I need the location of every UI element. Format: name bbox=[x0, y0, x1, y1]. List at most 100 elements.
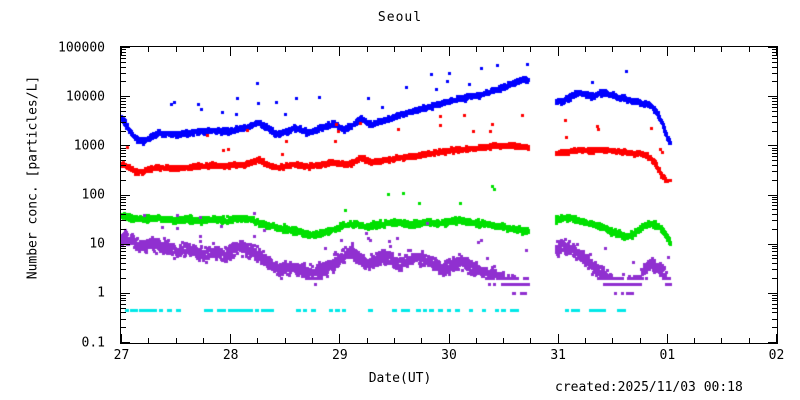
x-tick-minor-top bbox=[366, 47, 368, 52]
y-tick-minor bbox=[121, 130, 126, 132]
y-tick-minor bbox=[121, 121, 126, 123]
y-tick-major bbox=[121, 145, 130, 147]
x-tick-minor bbox=[202, 338, 204, 343]
x-tick-minor bbox=[393, 338, 395, 343]
y-tick-minor-right bbox=[772, 220, 777, 222]
x-axis-label: Date(UT) bbox=[368, 371, 432, 386]
x-tick-minor-top bbox=[748, 47, 750, 52]
y-tick-minor bbox=[121, 199, 126, 201]
y-tick-major-right bbox=[768, 96, 777, 98]
y-tick-minor-right bbox=[772, 202, 777, 204]
x-tick-major-top bbox=[448, 47, 450, 56]
x-tick-minor bbox=[475, 338, 477, 343]
y-tick-major bbox=[121, 194, 130, 196]
y-tick-minor bbox=[121, 228, 126, 230]
y-tick-minor-right bbox=[772, 258, 777, 260]
y-tick-label: 1000 bbox=[73, 138, 105, 154]
y-tick-minor-right bbox=[772, 300, 777, 302]
y-tick-minor bbox=[121, 72, 126, 74]
x-tick-major-top bbox=[121, 47, 122, 56]
y-tick-minor-right bbox=[772, 254, 777, 256]
x-tick-minor-top bbox=[257, 47, 259, 52]
y-tick-minor-right bbox=[772, 150, 777, 152]
y-tick-minor-right bbox=[772, 251, 777, 253]
x-tick-minor-top bbox=[475, 47, 477, 52]
y-tick-minor bbox=[121, 179, 126, 181]
y-tick-minor-right bbox=[772, 121, 777, 123]
y-tick-minor bbox=[121, 61, 126, 63]
y-tick-major bbox=[121, 243, 130, 245]
y-tick-minor-right bbox=[772, 164, 777, 166]
y-tick-major-right bbox=[768, 194, 777, 196]
y-tick-minor-right bbox=[772, 228, 777, 230]
y-tick-minor-right bbox=[772, 263, 777, 265]
y-tick-minor-right bbox=[772, 54, 777, 56]
y-tick-minor-right bbox=[772, 199, 777, 201]
y-tick-minor bbox=[121, 300, 126, 302]
y-tick-minor-right bbox=[772, 303, 777, 305]
y-axis-label: Number conc. [particles/L] bbox=[25, 75, 41, 280]
y-tick-minor-right bbox=[772, 61, 777, 63]
x-tick-label: 29 bbox=[332, 348, 348, 363]
y-tick-minor-right bbox=[772, 147, 777, 149]
y-tick-minor-right bbox=[772, 295, 777, 297]
y-tick-minor bbox=[121, 107, 126, 109]
y-tick-minor-right bbox=[772, 297, 777, 299]
x-tick-minor bbox=[721, 338, 723, 343]
y-tick-minor-right bbox=[772, 245, 777, 247]
y-tick-minor-right bbox=[772, 103, 777, 105]
created-timestamp: created:2025/11/03 00:18 bbox=[555, 380, 743, 395]
x-tick-minor-top bbox=[312, 47, 314, 52]
y-tick-minor bbox=[121, 258, 126, 260]
y-tick-minor bbox=[121, 156, 126, 158]
x-tick-minor-top bbox=[284, 47, 286, 52]
x-tick-major bbox=[230, 334, 232, 343]
y-tick-minor-right bbox=[772, 51, 777, 53]
x-tick-label: 27 bbox=[113, 348, 130, 363]
y-tick-minor-right bbox=[772, 248, 777, 250]
y-tick-minor bbox=[121, 251, 126, 253]
y-tick-minor-right bbox=[772, 107, 777, 109]
y-tick-label: 100 bbox=[81, 187, 105, 203]
y-tick-label: 0.1 bbox=[81, 335, 105, 350]
y-tick-minor bbox=[121, 269, 126, 271]
y-tick-minor-right bbox=[772, 98, 777, 100]
y-tick-minor bbox=[121, 220, 126, 222]
y-tick-major-right bbox=[768, 342, 777, 343]
x-tick-minor bbox=[366, 338, 368, 343]
x-tick-minor-top bbox=[530, 47, 532, 52]
x-tick-minor-top bbox=[584, 47, 586, 52]
x-tick-label: 01 bbox=[659, 348, 676, 363]
y-tick-minor bbox=[121, 164, 126, 166]
x-tick-major-top bbox=[230, 47, 232, 56]
y-tick-minor bbox=[121, 57, 126, 59]
y-tick-minor bbox=[121, 254, 126, 256]
y-tick-minor bbox=[121, 171, 126, 173]
y-tick-minor bbox=[121, 297, 126, 299]
y-tick-major-right bbox=[768, 145, 777, 147]
x-tick-label: 28 bbox=[222, 348, 239, 363]
x-tick-major bbox=[339, 334, 341, 343]
y-tick-minor-right bbox=[772, 278, 777, 280]
y-tick-major bbox=[121, 342, 130, 343]
x-tick-minor-top bbox=[148, 47, 150, 52]
y-tick-minor bbox=[121, 318, 126, 320]
y-tick-minor-right bbox=[772, 196, 777, 198]
y-tick-minor bbox=[121, 209, 126, 211]
y-tick-minor bbox=[121, 160, 126, 162]
y-tick-minor bbox=[121, 205, 126, 207]
y-tick-minor-right bbox=[772, 171, 777, 173]
x-tick-minor-top bbox=[175, 47, 177, 52]
y-tick-minor bbox=[121, 248, 126, 250]
y-tick-minor bbox=[121, 115, 126, 117]
x-tick-major bbox=[776, 334, 777, 343]
y-tick-minor bbox=[121, 214, 126, 216]
x-tick-major-top bbox=[339, 47, 341, 56]
y-tick-minor bbox=[121, 312, 126, 314]
x-tick-minor bbox=[694, 338, 696, 343]
y-tick-minor bbox=[121, 278, 126, 280]
y-tick-major-right bbox=[768, 243, 777, 245]
x-tick-minor bbox=[503, 338, 505, 343]
x-tick-minor bbox=[530, 338, 532, 343]
